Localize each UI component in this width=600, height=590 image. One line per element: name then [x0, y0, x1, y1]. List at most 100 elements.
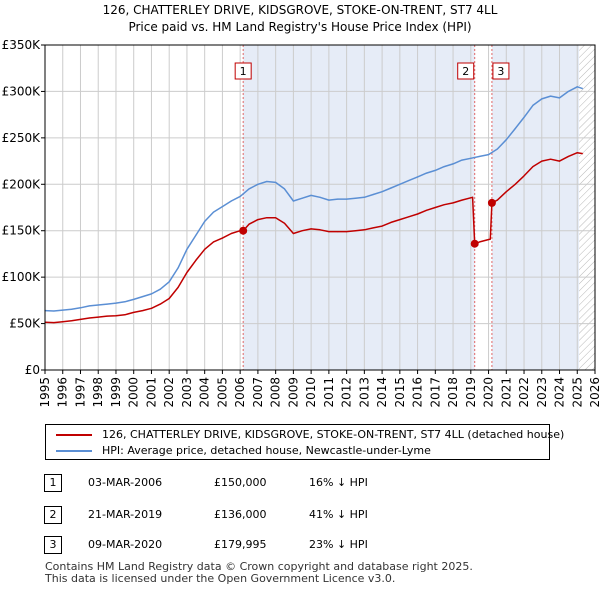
x-tick-label: 2016 [411, 377, 425, 408]
chart-subtitle: Price paid vs. HM Land Registry's House … [128, 20, 472, 34]
hpi-point [363, 196, 365, 198]
hpi-point [532, 104, 534, 106]
property-point [363, 229, 365, 231]
hpi-point [581, 88, 584, 90]
hpi-point [230, 200, 232, 202]
hpi-point [106, 303, 108, 305]
property-point [408, 216, 410, 218]
property-point [310, 228, 312, 230]
hpi-point [195, 234, 197, 236]
x-tick-label: 2020 [482, 377, 496, 408]
hpi-point [576, 86, 578, 88]
property-point [489, 238, 491, 240]
x-tick-label: 2000 [127, 377, 141, 408]
property-point [204, 248, 206, 250]
property-point [390, 221, 392, 223]
property-point [471, 196, 474, 198]
property-point [275, 217, 277, 219]
property-point [346, 231, 348, 233]
property-point [479, 241, 481, 243]
footer: Contains HM Land Registry data © Crown c… [45, 561, 473, 585]
x-tick-label: 2011 [322, 377, 336, 408]
x-tick-label: 2005 [215, 377, 229, 408]
x-tick-label: 2004 [198, 377, 212, 408]
x-tick-label: 1997 [73, 377, 87, 408]
property-point [168, 297, 170, 300]
property-point [328, 231, 330, 233]
hpi-point [301, 197, 303, 199]
hpi-point [514, 127, 516, 130]
hpi-point [292, 200, 294, 202]
sale-price: £179,995 [214, 538, 267, 551]
property-point [62, 321, 64, 323]
hpi-point [283, 188, 286, 190]
y-tick-label: £200K [2, 177, 42, 191]
y-tick-label: £300K [2, 84, 42, 98]
property-point [133, 311, 135, 314]
legend-label-property: 126, CHATTERLEY DRIVE, KIDSGROVE, STOKE-… [102, 428, 565, 441]
x-tick-label: 1996 [56, 377, 70, 408]
property-point [416, 213, 419, 215]
x-tick-label: 2024 [553, 377, 567, 408]
property-point [177, 286, 179, 288]
hpi-point [275, 181, 277, 184]
hpi-point [266, 180, 268, 183]
sale-date: 09-MAR-2020 [88, 538, 163, 551]
property-point [486, 239, 488, 241]
property-point [372, 227, 374, 229]
hpi-point [487, 153, 490, 156]
legend-item-hpi: HPI: Average price, detached house, Newc… [56, 443, 431, 459]
hpi-point [150, 293, 153, 295]
hpi-point [159, 288, 161, 290]
x-tick-label: 2001 [144, 377, 158, 408]
hpi-point [177, 267, 179, 269]
y-tick-label: £350K [2, 38, 42, 52]
x-tick-label: 2018 [446, 377, 460, 408]
hpi-point [168, 281, 170, 283]
sale-number: 3 [44, 536, 62, 554]
x-tick-label: 2013 [357, 377, 371, 408]
x-tick-label: 2008 [269, 377, 283, 408]
legend-swatch-hpi [56, 450, 92, 452]
hpi-point [434, 169, 436, 171]
x-tick-label: 2022 [517, 377, 531, 408]
property-point [115, 315, 117, 317]
sale-hpi-diff: 16% ↓ HPI [309, 476, 368, 489]
footer-line-1: Contains HM Land Registry data © Crown c… [45, 560, 473, 573]
hpi-point [337, 198, 339, 200]
hpi-point [319, 196, 321, 198]
hpi-point [221, 205, 224, 208]
property-point [106, 315, 108, 317]
hpi-point [496, 148, 499, 150]
hpi-point [505, 139, 507, 141]
sale-price: £150,000 [214, 476, 267, 489]
hpi-point [212, 211, 215, 213]
price-chart: £0 £50K £100K £150K £200K £250K £300K £350K 1995… [2, 38, 600, 408]
property-point [354, 230, 357, 232]
property-point [212, 241, 215, 243]
hpi-point [443, 166, 445, 168]
hpi-point [470, 157, 472, 159]
legend: 126, CHATTERLEY DRIVE, KIDSGROVE, STOKE-… [45, 424, 564, 460]
sale-marker-number: 2 [462, 65, 469, 78]
property-point [452, 202, 454, 204]
hpi-point [425, 172, 428, 174]
x-tick-label: 2021 [499, 377, 513, 408]
property-point [257, 218, 259, 221]
x-tick-label: 2002 [162, 377, 176, 408]
hpi-point [248, 188, 250, 190]
property-point [292, 232, 294, 235]
property-point [97, 316, 99, 318]
hpi-point [541, 98, 543, 100]
x-tick-label: 1998 [91, 377, 105, 408]
sale-marker-number: 3 [497, 65, 504, 78]
hpi-point [381, 191, 383, 193]
hpi-series-line [44, 86, 583, 312]
hpi-point [88, 305, 90, 307]
hpi-point [53, 310, 55, 312]
property-point [567, 155, 569, 158]
sale-hpi-diff: 41% ↓ HPI [309, 508, 368, 521]
hpi-point [133, 298, 135, 301]
chart-title: 126, CHATTERLEY DRIVE, KIDSGROVE, STOKE-… [102, 3, 498, 17]
property-point [496, 199, 499, 201]
